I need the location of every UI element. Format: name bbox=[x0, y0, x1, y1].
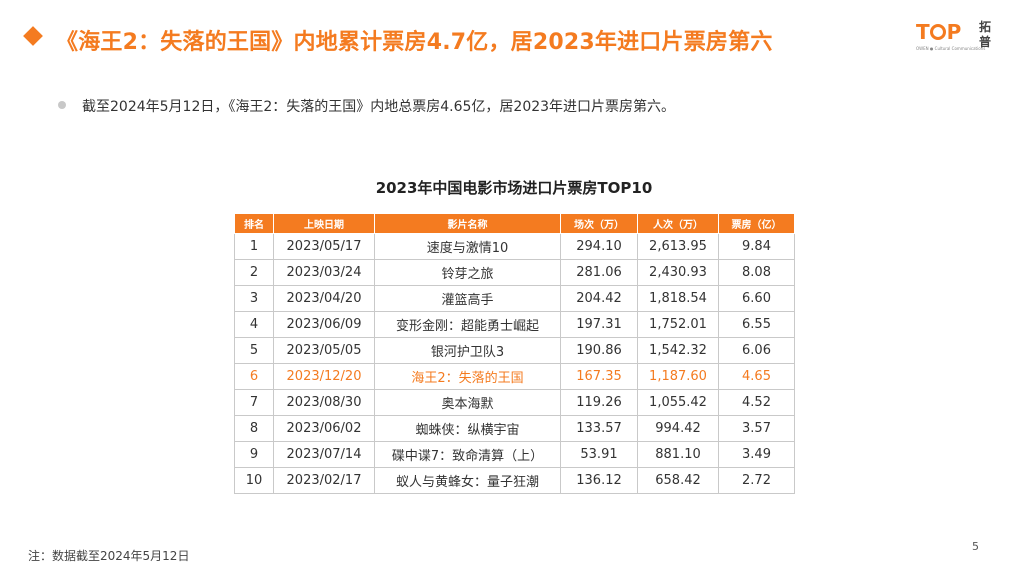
cell-rank: 2 bbox=[234, 259, 274, 286]
cell-rank: 8 bbox=[234, 415, 274, 442]
bullet-dot-icon bbox=[58, 101, 66, 109]
cell-box-office: 9.84 bbox=[718, 233, 795, 260]
cell-release-date: 2023/02/17 bbox=[273, 467, 375, 494]
cell-admissions: 1,055.42 bbox=[637, 389, 719, 416]
cell-rank: 1 bbox=[234, 233, 274, 260]
cell-release-date: 2023/07/14 bbox=[273, 441, 375, 468]
cell-film-name: 奥本海默 bbox=[374, 389, 561, 416]
cell-release-date: 2023/12/20 bbox=[273, 363, 375, 390]
cell-film-name: 蜘蛛侠：纵横宇宙 bbox=[374, 415, 561, 442]
cell-admissions: 2,430.93 bbox=[637, 259, 719, 286]
table-row: 1 2023/05/17 速度与激情10 294.10 2,613.95 9.84 bbox=[234, 233, 795, 260]
table-body: 1 2023/05/17 速度与激情10 294.10 2,613.95 9.84 2 202… bbox=[234, 233, 795, 494]
cell-admissions: 1,542.32 bbox=[637, 337, 719, 364]
table-title: 2023年中国电影市场进口片票房TOP10 bbox=[375, 179, 653, 197]
page-number: 5 bbox=[972, 540, 979, 553]
cell-film-name: 蚁人与黄蜂女：量子狂潮 bbox=[374, 467, 561, 494]
cell-rank: 7 bbox=[234, 389, 274, 416]
cell-release-date: 2023/06/02 bbox=[273, 415, 375, 442]
header-release-date: 上映日期 bbox=[273, 213, 375, 234]
cell-screenings: 197.31 bbox=[560, 311, 638, 338]
cell-screenings: 294.10 bbox=[560, 233, 638, 260]
cell-release-date: 2023/05/05 bbox=[273, 337, 375, 364]
table-row: 7 2023/08/30 奥本海默 119.26 1,055.42 4.52 bbox=[234, 389, 795, 416]
cell-screenings: 204.42 bbox=[560, 285, 638, 312]
bullet-text: 截至2024年5月12日，《海王2：失落的王国》内地总票房4.65亿，居2023… bbox=[82, 99, 676, 115]
cell-screenings: 136.12 bbox=[560, 467, 638, 494]
cell-screenings: 167.35 bbox=[560, 363, 638, 390]
cell-film-name: 碟中谍7：致命清算（上） bbox=[374, 441, 561, 468]
cell-rank: 10 bbox=[234, 467, 274, 494]
cell-box-office: 4.52 bbox=[718, 389, 795, 416]
cell-film-name: 变形金刚：超能勇士崛起 bbox=[374, 311, 561, 338]
cell-rank: 3 bbox=[234, 285, 274, 312]
header-rank: 排名 bbox=[234, 213, 274, 234]
cell-screenings: 133.57 bbox=[560, 415, 638, 442]
table-row: 10 2023/02/17 蚁人与黄蜂女：量子狂潮 136.12 658.42 2.72 bbox=[234, 467, 795, 494]
cell-screenings: 53.91 bbox=[560, 441, 638, 468]
table-row: 3 2023/04/20 灌篮高手 204.42 1,818.54 6.60 bbox=[234, 285, 795, 312]
logo-tagline: OWEN ● Cultural Communications bbox=[916, 46, 986, 51]
table-row: 6 2023/12/20 海王2：失落的王国 167.35 1,187.60 4.65 bbox=[234, 363, 795, 390]
title-diamond-icon bbox=[23, 26, 43, 46]
cell-film-name: 速度与激情10 bbox=[374, 233, 561, 260]
table-row: 4 2023/06/09 变形金刚：超能勇士崛起 197.31 1,752.01 6.55 bbox=[234, 311, 795, 338]
cell-admissions: 1,752.01 bbox=[637, 311, 719, 338]
header-screenings: 场次（万） bbox=[560, 213, 638, 234]
cell-box-office: 6.06 bbox=[718, 337, 795, 364]
table-row: 9 2023/07/14 碟中谍7：致命清算（上） 53.91 881.10 3.49 bbox=[234, 441, 795, 468]
cell-screenings: 190.86 bbox=[560, 337, 638, 364]
cell-release-date: 2023/05/17 bbox=[273, 233, 375, 260]
cell-box-office: 3.57 bbox=[718, 415, 795, 442]
cell-box-office: 6.60 bbox=[718, 285, 795, 312]
cell-release-date: 2023/04/20 bbox=[273, 285, 375, 312]
table-row: 2 2023/03/24 铃芽之旅 281.06 2,430.93 8.08 bbox=[234, 259, 795, 286]
cell-rank: 9 bbox=[234, 441, 274, 468]
cell-admissions: 658.42 bbox=[637, 467, 719, 494]
cell-admissions: 1,187.60 bbox=[637, 363, 719, 390]
cell-rank: 5 bbox=[234, 337, 274, 364]
cell-admissions: 1,818.54 bbox=[637, 285, 719, 312]
logo-chinese: 拓普 bbox=[979, 20, 992, 49]
cell-box-office: 8.08 bbox=[718, 259, 795, 286]
cell-film-name: 铃芽之旅 bbox=[374, 259, 561, 286]
page-title: 《海王2：失落的王国》内地累计票房4.7亿，居2023年进口片票房第六 bbox=[56, 30, 773, 55]
cell-release-date: 2023/03/24 bbox=[273, 259, 375, 286]
cell-box-office: 2.72 bbox=[718, 467, 795, 494]
cell-admissions: 994.42 bbox=[637, 415, 719, 442]
cell-release-date: 2023/08/30 bbox=[273, 389, 375, 416]
cell-rank: 4 bbox=[234, 311, 274, 338]
cell-admissions: 2,613.95 bbox=[637, 233, 719, 260]
table-row: 8 2023/06/02 蜘蛛侠：纵横宇宙 133.57 994.42 3.57 bbox=[234, 415, 795, 442]
cell-rank: 6 bbox=[234, 363, 274, 390]
cell-film-name: 银河护卫队3 bbox=[374, 337, 561, 364]
footnote: 注：数据截至2024年5月12日 bbox=[28, 549, 190, 563]
cell-film-name: 灌篮高手 bbox=[374, 285, 561, 312]
cell-screenings: 281.06 bbox=[560, 259, 638, 286]
header-box-office: 票房（亿） bbox=[718, 213, 795, 234]
cell-box-office: 4.65 bbox=[718, 363, 795, 390]
cell-film-name: 海王2：失落的王国 bbox=[374, 363, 561, 390]
cell-admissions: 881.10 bbox=[637, 441, 719, 468]
cell-screenings: 119.26 bbox=[560, 389, 638, 416]
cell-box-office: 3.49 bbox=[718, 441, 795, 468]
table-row: 5 2023/05/05 银河护卫队3 190.86 1,542.32 6.06 bbox=[234, 337, 795, 364]
header-admissions: 人次（万） bbox=[637, 213, 719, 234]
header-film-name: 影片名称 bbox=[374, 213, 561, 234]
table-header-row: 排名 上映日期 影片名称 场次（万） 人次（万） 票房（亿） bbox=[234, 213, 795, 234]
box-office-table: 排名 上映日期 影片名称 场次（万） 人次（万） 票房（亿） 1 2023/05/… bbox=[234, 213, 795, 494]
cell-box-office: 6.55 bbox=[718, 311, 795, 338]
cell-release-date: 2023/06/09 bbox=[273, 311, 375, 338]
